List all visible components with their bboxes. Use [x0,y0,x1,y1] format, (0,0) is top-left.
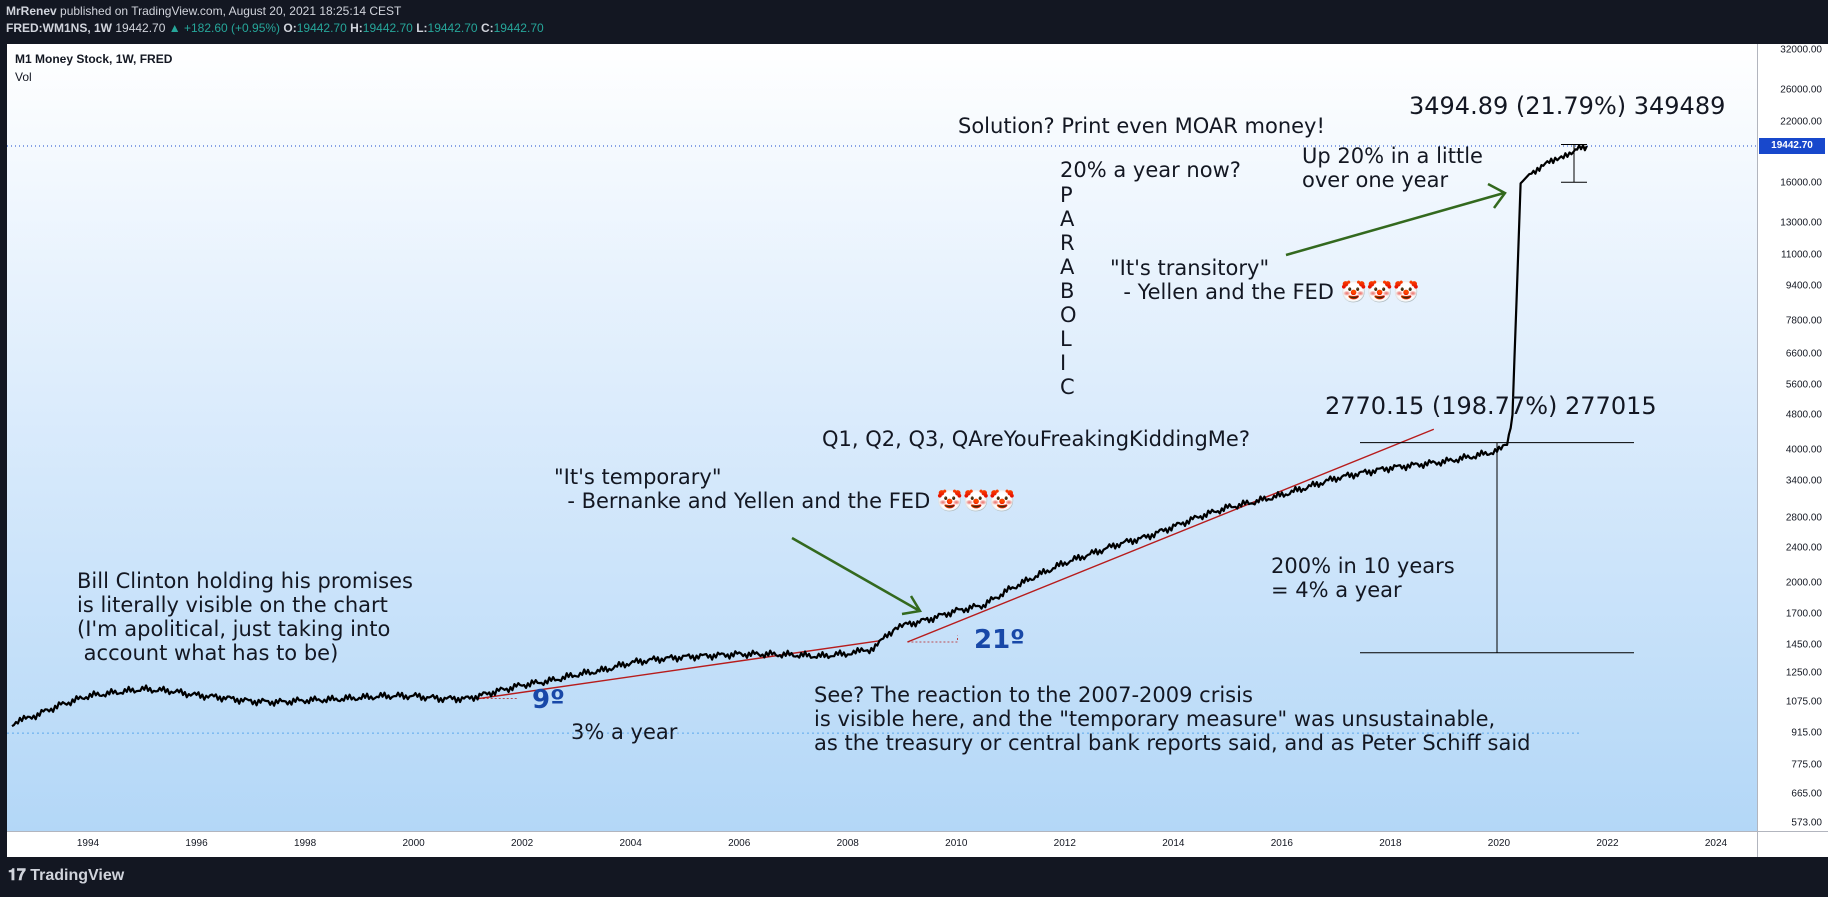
symbol-info: FRED:WM1NS, 1W 19442.70 ▲ +182.60 (+0.95… [6,21,544,35]
x-tick-5: 2004 [619,838,642,849]
y-tick-15: 6600.00 [1785,348,1822,360]
x-tick-3: 2000 [402,838,425,849]
chart-legend-title[interactable]: M1 Money Stock, 1W, FRED [15,52,173,66]
time-axis[interactable] [7,831,1757,858]
last-price-tag: 19442.70 [1759,138,1825,154]
x-tick-0: 1994 [76,838,100,849]
y-tick-1: 665.00 [1791,788,1822,800]
annotation-200-percent: 200% in 10 years = 4% a year [1271,554,1455,603]
x-tick-11: 2016 [1270,838,1293,849]
angle-label-9: 9º [532,685,565,715]
y-tick-10: 2800.00 [1785,512,1822,524]
parabolic-letter-4: B [1060,279,1075,303]
high-label: H: [350,21,363,35]
x-tick-10: 2014 [1162,838,1185,849]
annotation-temporary: "It's temporary" - Bernanke and Yellen a… [554,465,1016,514]
tradingview-logo[interactable]: 𝟏𝟕 TradingView [8,867,124,885]
y-tick-21: 22000.00 [1780,116,1822,128]
y-tick-9: 2400.00 [1785,542,1822,554]
open-value: 19442.70 [296,21,347,35]
x-tick-15: 2024 [1704,838,1728,849]
parabolic-letter-2: R [1060,231,1075,255]
price-axis[interactable] [1757,44,1828,831]
x-tick-12: 2018 [1379,838,1402,849]
annotation-solution: Solution? Print even MOAR money! [958,114,1325,138]
annotation-crisis: See? The reaction to the 2007-2009 crisi… [814,683,1531,756]
arrow-head-2020 [1487,182,1507,209]
y-tick-11: 3400.00 [1785,475,1822,487]
tv-logo-text: TradingView [30,867,125,884]
close-value: 19442.70 [493,21,544,35]
x-tick-6: 2006 [728,838,751,849]
x-tick-8: 2010 [945,838,968,849]
annotation-clinton: Bill Clinton holding his promises is lit… [77,569,413,666]
y-tick-17: 9400.00 [1785,280,1822,292]
author-name[interactable]: MrRenev [6,4,57,18]
parabolic-letter-7: I [1060,351,1067,375]
symbol-label: FRED:WM1NS, 1W [6,21,112,35]
angle-guide-21 [907,635,958,643]
annotation-20-percent: 20% a year now? [1060,158,1241,182]
high-value: 19442.70 [362,21,413,35]
y-tick-3: 915.00 [1791,727,1822,739]
y-tick-22: 26000.00 [1780,84,1822,96]
volume-legend[interactable]: Vol [15,70,32,84]
y-tick-4: 1075.00 [1785,696,1822,708]
annotation-up-20: Up 20% in a little over one year [1302,144,1483,193]
y-tick-7: 1700.00 [1785,608,1822,620]
arrow-shaft-2020 [1285,191,1505,257]
parabolic-letter-6: L [1060,327,1072,351]
footer-bar: 𝟏𝟕 TradingView [0,857,1828,897]
publish-date: published on TradingView.com, August 20,… [60,4,402,18]
y-tick-18: 11000.00 [1781,249,1822,261]
y-tick-23: 32000.00 [1780,44,1822,56]
x-tick-4: 2002 [511,838,534,849]
x-tick-13: 2020 [1487,838,1511,849]
y-tick-0: 573.00 [1791,817,1822,829]
y-tick-12: 4000.00 [1785,444,1822,456]
low-value: 19442.70 [427,21,478,35]
y-tick-8: 2000.00 [1785,577,1822,589]
y-tick-13: 4800.00 [1785,409,1822,421]
price-series-line [11,144,1588,728]
y-tick-5: 1250.00 [1785,667,1822,679]
trendline-21-degree [907,428,1435,643]
publish-header: MrRenev published on TradingView.com, Au… [0,0,1828,44]
y-tick-14: 5600.00 [1785,379,1822,391]
low-label: L: [416,21,428,35]
tv-logo-icon: 𝟏𝟕 [8,867,31,884]
publish-info: MrRenev published on TradingView.com, Au… [6,4,401,18]
angle-label-21: 21º [974,625,1025,655]
parabolic-letter-0: P [1060,183,1073,207]
y-tick-2: 775.00 [1791,759,1822,771]
y-tick-20: 16000.00 [1780,177,1822,189]
parabolic-letter-1: A [1060,207,1075,231]
parabolic-letter-8: C [1060,375,1075,399]
parabolic-letter-5: O [1060,303,1077,327]
open-label: O: [283,21,297,35]
measure-label-3494: 3494.89 (21.79%) 349489 [1409,92,1726,120]
close-label: C: [480,21,494,35]
arrow-shaft-2009 [791,536,919,612]
y-tick-6: 1450.00 [1785,639,1822,651]
x-tick-7: 2008 [836,838,859,849]
x-tick-2: 1998 [293,838,317,849]
annotation-qe: Q1, Q2, Q3, QAreYouFreakingKiddingMe? [822,427,1250,451]
annotation-transitory: "It's transitory" - Yellen and the FED 🤡… [1110,256,1420,305]
annotation-3-percent: 3% a year [571,720,678,744]
y-tick-16: 7800.00 [1785,315,1822,327]
axis-corner [1757,831,1828,858]
parabolic-letter-3: A [1060,255,1075,279]
y-tick-19: 13000.00 [1780,217,1822,229]
arrow-head-2009 [901,595,923,616]
trendline-3-percent [478,640,881,700]
x-tick-14: 2022 [1596,838,1619,849]
x-tick-9: 2012 [1053,838,1076,849]
last-price: 19442.70 [115,21,166,35]
price-change: ▲ +182.60 (+0.95%) [168,21,281,35]
measure-label-2770: 2770.15 (198.77%) 277015 [1325,392,1657,420]
x-tick-1: 1996 [185,838,208,849]
